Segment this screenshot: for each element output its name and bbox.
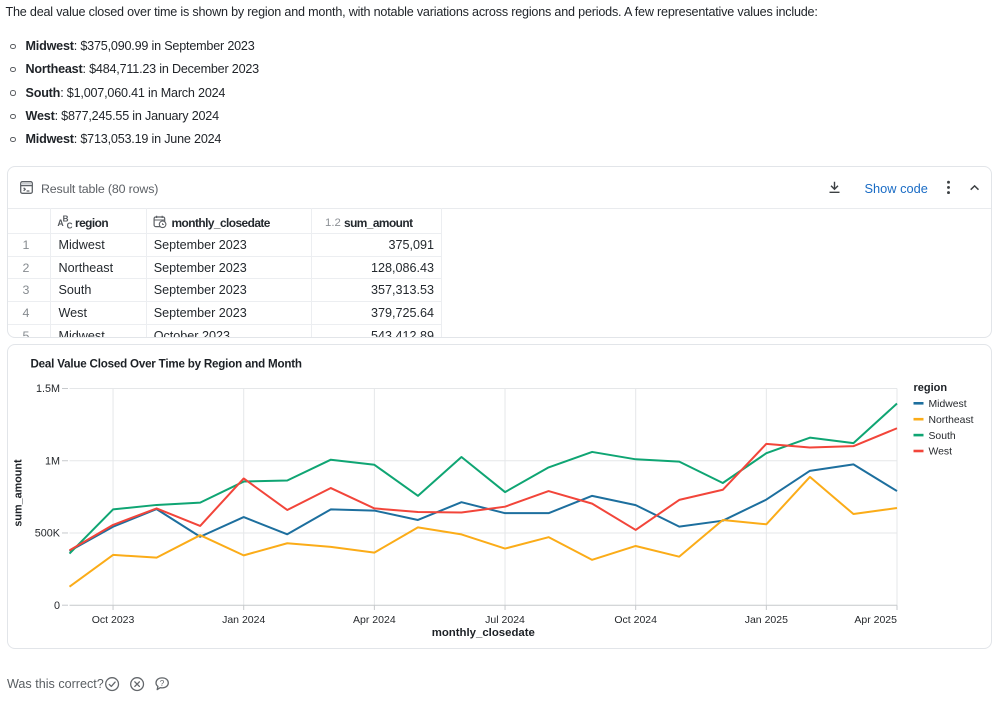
svg-text:South: South [929,431,956,442]
svg-text:West: West [929,447,953,458]
svg-text:1.5M: 1.5M [36,383,60,395]
svg-text:A: A [57,218,64,228]
svg-text:?: ? [159,678,164,687]
svg-text:Oct 2023: Oct 2023 [92,614,135,626]
svg-text:Jan 2025: Jan 2025 [745,614,788,626]
svg-text:monthly_closedate: monthly_closedate [432,627,535,639]
svg-text:Deal Value Closed Over Time by: Deal Value Closed Over Time by Region an… [31,358,302,371]
svg-text:1M: 1M [45,455,60,467]
svg-text:sum_amount: sum_amount [13,459,25,527]
svg-text:Oct 2024: Oct 2024 [614,614,657,626]
svg-text:region: region [914,382,948,394]
svg-text:C: C [67,221,73,230]
svg-text:Jul 2024: Jul 2024 [485,614,525,626]
svg-text:500K: 500K [35,528,61,540]
svg-text:Northeast: Northeast [929,415,974,426]
svg-text:Apr 2024: Apr 2024 [353,614,396,626]
svg-text:0: 0 [54,600,60,612]
svg-text:Apr 2025: Apr 2025 [854,614,897,626]
svg-text:Midwest: Midwest [929,399,967,410]
svg-text:B: B [63,215,69,224]
svg-text:Jan 2024: Jan 2024 [222,614,265,626]
